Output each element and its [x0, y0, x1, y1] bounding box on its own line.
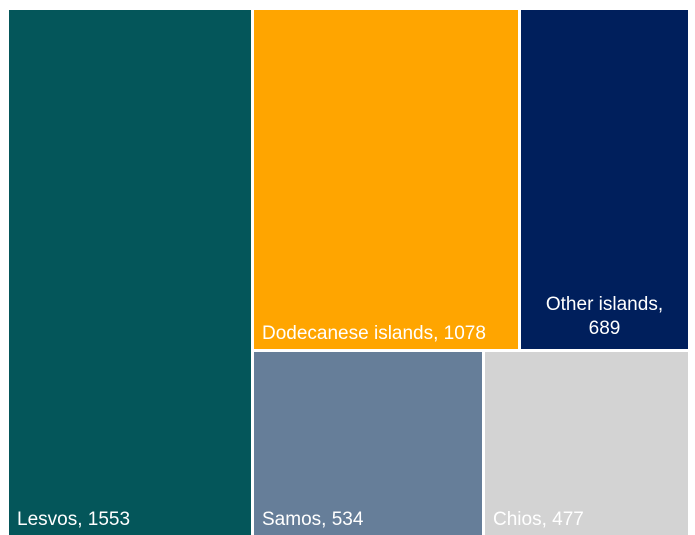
tile-chios: Chios, 477 [485, 352, 688, 535]
tile-samos: Samos, 534 [254, 352, 482, 535]
tile-label-chios: Chios, 477 [493, 509, 584, 530]
tile-label-samos: Samos, 534 [262, 509, 364, 530]
tile-dodecanese-islands: Dodecanese islands, 1078 [254, 10, 518, 349]
tile-other-islands: Other islands, 689 [521, 10, 688, 349]
tile-label-dodecanese-islands: Dodecanese islands, 1078 [262, 323, 486, 344]
tile-lesvos: Lesvos, 1553 [9, 10, 251, 535]
tile-label-other-islands: Other islands, 689 [545, 294, 664, 339]
tile-label-lesvos: Lesvos, 1553 [17, 509, 131, 530]
